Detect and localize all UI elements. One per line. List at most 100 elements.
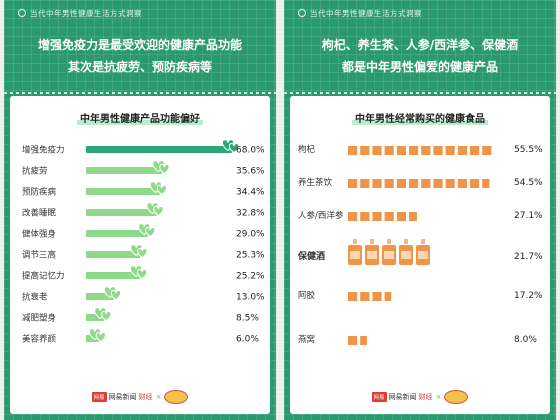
- pictogram-unit: [421, 146, 431, 155]
- chart-card: 中年男性经常购买的健康食品 枸杞 55.5% 养生茶饮 54.5% 人参/西洋参 27.1…: [290, 96, 550, 414]
- footer-brand: 网易新闻: [388, 393, 417, 401]
- pictogram-unit: [409, 212, 417, 221]
- footer-times: ×: [155, 393, 162, 401]
- category-label: 预防疾病: [22, 187, 57, 198]
- footer-sub: 财经: [418, 393, 433, 401]
- bottle-cap: [353, 239, 357, 244]
- headline-line-2: 其次是抗疲劳、预防疾病等: [67, 60, 212, 74]
- value-label: 55.5%: [514, 145, 543, 155]
- category-label: 燕窝: [298, 334, 315, 345]
- chart-card: 中年男性健康产品功能偏好 增强免疫力 68.0% 抗疲劳 35.6% 预防疾病 34.4%…: [10, 96, 270, 414]
- pictogram-unit: [409, 146, 419, 155]
- panel-headline: 枸杞、养生茶、人参/西洋参、保健酒 都是中年男性偏爱的健康产品: [284, 34, 556, 78]
- value-label: 34.4%: [236, 188, 265, 198]
- panel-headline: 增强免疫力是最受欢迎的健康产品功能 其次是抗疲劳、预防疾病等: [4, 34, 276, 78]
- pictogram-unit: [360, 336, 367, 345]
- heart-icon: [137, 247, 148, 259]
- category-label: 减肥塑身: [22, 313, 56, 324]
- panel-tag-text: 当代中年男性健康生活方式洞察: [30, 9, 142, 18]
- headline-line-2: 都是中年男性偏爱的健康产品: [341, 60, 498, 74]
- pictogram-unit: [409, 179, 419, 188]
- value-label: 35.6%: [236, 167, 265, 177]
- category-label: 调节三高: [22, 250, 56, 261]
- pictogram-unit: [384, 179, 394, 188]
- value-label: 25.3%: [236, 251, 265, 261]
- category-label: 健体强身: [22, 229, 56, 240]
- pictogram-unit: [372, 179, 382, 188]
- pictogram-unit: [396, 179, 406, 188]
- pictogram-unit: [372, 146, 382, 155]
- pictogram-unit: [433, 146, 443, 155]
- value-label: 25.2%: [236, 272, 265, 282]
- category-label: 抗衰老: [22, 292, 48, 303]
- bar: [86, 251, 141, 258]
- heart-icon: [95, 331, 107, 343]
- bar: [86, 230, 149, 237]
- pictogram-unit: [470, 146, 480, 155]
- heart-icon: [228, 142, 240, 154]
- tag-dot-icon: [18, 9, 26, 17]
- left-panel: 当代中年男性健康生活方式洞察 增强免疫力是最受欢迎的健康产品功能 其次是抗疲劳、…: [4, 0, 276, 420]
- pictogram-unit: [421, 179, 431, 188]
- category-label: 美容养颜: [22, 334, 57, 345]
- value-label: 27.1%: [514, 211, 543, 221]
- partner-seal-icon: [164, 390, 189, 404]
- pictogram-unit: [384, 212, 394, 221]
- heart-icon: [110, 289, 122, 301]
- headline-line-1: 增强免疫力是最受欢迎的健康产品功能: [37, 38, 242, 52]
- pictogram-unit: [482, 179, 490, 188]
- bottle-label: [367, 251, 377, 259]
- value-label: 6.0%: [236, 335, 259, 345]
- chart-title-text: 中年男性经常购买的健康食品: [352, 114, 488, 125]
- bottle-label: [401, 251, 411, 259]
- footer-logos: 网易 网易新闻 财经 ×: [10, 390, 270, 404]
- bottle-cap: [404, 239, 408, 244]
- pictogram-unit: [372, 292, 382, 301]
- heart-icon: [156, 184, 167, 196]
- chart-title: 中年男性经常购买的健康食品: [290, 110, 550, 125]
- partner-seal-icon: [444, 390, 469, 404]
- bar: [86, 167, 163, 174]
- left-bar-chart: 增强免疫力 68.0% 抗疲劳 35.6% 预防疾病 34.4% 改善睡眠 32.8% 健体强身…: [22, 139, 265, 345]
- bottle-label: [350, 251, 360, 259]
- heart-icon: [101, 310, 112, 322]
- headline-line-1: 枸杞、养生茶、人参/西洋参、保健酒: [321, 38, 519, 52]
- pictogram-unit: [348, 292, 358, 301]
- pictogram-unit: [360, 146, 370, 155]
- pictogram-unit: [348, 336, 358, 345]
- bottle-cap: [370, 239, 374, 244]
- pictogram-unit: [470, 179, 480, 188]
- category-label: 抗疲劳: [22, 166, 48, 177]
- value-label: 54.5%: [514, 178, 543, 188]
- heart-icon: [136, 268, 148, 280]
- category-label: 养生茶饮: [298, 177, 333, 188]
- pictogram-unit: [360, 179, 370, 188]
- bottle-label: [384, 251, 394, 259]
- bottle-cap: [387, 239, 391, 244]
- category-label: 人参/西洋参: [298, 210, 344, 221]
- heart-icon: [145, 226, 156, 238]
- right-panel: 当代中年男性健康生活方式洞察 枸杞、养生茶、人参/西洋参、保健酒 都是中年男性偏…: [284, 0, 556, 420]
- pictogram-unit: [372, 212, 382, 221]
- bar: [86, 146, 232, 153]
- bar: [86, 272, 141, 279]
- pictogram-unit: [384, 146, 394, 155]
- chart-title: 中年男性健康产品功能偏好: [10, 110, 270, 125]
- pictogram-unit: [348, 179, 358, 188]
- value-label: 29.0%: [236, 230, 265, 240]
- pictogram-unit: [360, 292, 370, 301]
- panel-tag: 当代中年男性健康生活方式洞察: [18, 8, 142, 19]
- footer-brand: 网易新闻: [108, 393, 137, 401]
- value-label: 32.8%: [236, 209, 265, 219]
- panel-tag-text: 当代中年男性健康生活方式洞察: [310, 9, 422, 18]
- footer-logos: 网易 网易新闻 财经 ×: [290, 390, 550, 404]
- chart-title-text: 中年男性健康产品功能偏好: [77, 114, 203, 125]
- category-label: 阿胶: [298, 290, 316, 301]
- pictogram-unit: [384, 292, 392, 301]
- right-pictogram-chart: 枸杞 55.5% 养生茶饮 54.5% 人参/西洋参 27.1% 保健酒 21.7% 阿胶 17.…: [297, 144, 543, 345]
- category-label: 保健酒: [297, 250, 325, 262]
- heart-icon: [153, 205, 164, 217]
- pictogram-unit: [360, 212, 370, 221]
- netease-logo-icon: 网易: [371, 392, 387, 402]
- pictogram-unit: [445, 179, 455, 188]
